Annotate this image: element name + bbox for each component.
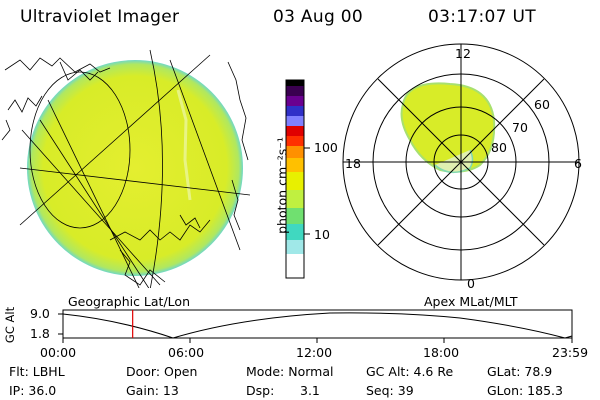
mlt-12-label: 12 <box>455 46 471 61</box>
dsp-label: Dsp: <box>246 383 275 398</box>
altitude-ytick-high: 9.0 <box>30 306 50 321</box>
lat-60-label: 60 <box>534 97 550 112</box>
glon-info: GLon: 185.3 <box>487 383 563 398</box>
gc-alt-info: GC Alt: 4.6 Re <box>366 364 454 379</box>
image-date: 03 Aug 00 <box>273 7 363 27</box>
colorbar-tick-100: 100 <box>314 140 338 155</box>
time-tick-1800: 18:00 <box>423 345 460 360</box>
altitude-plot <box>58 309 573 343</box>
altitude-curve <box>62 312 573 339</box>
auroral-oval <box>400 82 496 173</box>
altitude-ytick-low: 1.8 <box>30 326 50 341</box>
polar-panel-label: Apex MLat/MLT <box>424 294 518 309</box>
lat-80-label: 80 <box>491 140 507 155</box>
geo-panel-label: Geographic Lat/Lon <box>68 294 190 309</box>
polar-plot <box>342 43 580 281</box>
earth-disk <box>27 60 243 276</box>
seq-info: Seq: 39 <box>366 383 414 398</box>
lat-70-label: 70 <box>512 120 528 135</box>
dsp-value: 3.1 <box>300 383 320 398</box>
door-info: Door: Open <box>126 364 198 379</box>
filter-info: Flt: LBHL <box>9 364 65 379</box>
glat-info: GLat: 78.9 <box>487 364 553 379</box>
time-tick-1200: 12:00 <box>296 345 333 360</box>
time-tick-0000: 00:00 <box>40 345 77 360</box>
gain-info: Gain: 13 <box>126 383 179 398</box>
image-time: 03:17:07 UT <box>428 7 536 27</box>
ip-info: IP: 36.0 <box>9 383 57 398</box>
app-title: Ultraviolet Imager <box>20 7 180 27</box>
altitude-ylabel: GC Alt <box>3 306 18 344</box>
mlt-0-label: 0 <box>467 276 475 291</box>
time-tick-0600: 06:00 <box>168 345 205 360</box>
mlt-18-label: 18 <box>345 156 361 171</box>
colorbar-tick-10: 10 <box>314 227 330 242</box>
color-scale-bar <box>285 79 310 279</box>
time-tick-2359: 23:59 <box>552 345 589 360</box>
colorbar-unit-label: photon cm⁻²s⁻¹ <box>274 137 290 234</box>
mode-info: Mode: Normal <box>246 364 334 379</box>
mlt-6-label: 6 <box>574 156 582 171</box>
